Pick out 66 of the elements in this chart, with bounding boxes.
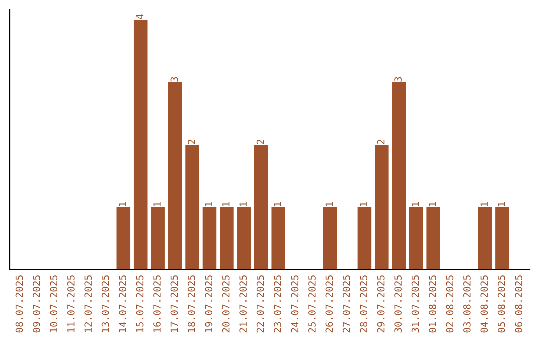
x-tick-label: 22.07.2025 <box>256 276 264 333</box>
x-tick-label: 28.07.2025 <box>360 276 368 333</box>
x-tick-label: 01.08.2025 <box>429 276 436 333</box>
x-tick-label: 20.07.2025 <box>222 276 230 333</box>
data-label: 2 <box>377 140 385 144</box>
data-label: 1 <box>480 202 488 206</box>
x-tick-label: 25.07.2025 <box>308 276 316 333</box>
bar <box>202 208 217 270</box>
x-tick-label: 17.07.2025 <box>170 276 178 332</box>
bar <box>220 208 234 270</box>
bar <box>151 208 165 270</box>
data-label: 2 <box>256 140 264 144</box>
bar <box>496 208 510 270</box>
data-label: 1 <box>360 202 368 206</box>
data-label: 3 <box>170 77 178 82</box>
x-tick-label: 04.08.2025 <box>480 276 488 333</box>
x-tick-label: 12.07.2025 <box>84 276 92 332</box>
x-tick-label: 14.07.2025 <box>119 276 126 332</box>
x-tick-label: 27.07.2025 <box>342 276 350 333</box>
bar <box>358 208 372 270</box>
x-tick-label: 11.07.2025 <box>67 276 75 332</box>
bar <box>116 208 131 270</box>
x-tick-label: 24.07.2025 <box>291 276 299 333</box>
x-tick-label: 08.07.2025 <box>16 276 24 333</box>
data-label: 1 <box>326 202 333 206</box>
data-label: 1 <box>498 202 506 206</box>
x-tick-label: 30.07.2025 <box>394 276 402 333</box>
x-tick-label: 09.07.2025 <box>33 276 40 333</box>
bar <box>409 208 424 270</box>
bar <box>323 208 338 270</box>
x-tick-label: 03.08.2025 <box>464 276 471 333</box>
bar <box>426 208 440 270</box>
data-label: 1 <box>274 202 282 206</box>
x-tick-label: 02.08.2025 <box>446 276 454 333</box>
bar <box>237 208 252 270</box>
bar <box>272 208 286 270</box>
data-label: 1 <box>222 202 230 206</box>
x-tick-label: 26.07.2025 <box>326 276 334 333</box>
bar <box>134 20 148 270</box>
bar <box>478 208 492 270</box>
data-label: 1 <box>412 202 420 206</box>
x-tick-label: 19.07.2025 <box>205 276 213 332</box>
data-label: 1 <box>205 202 212 206</box>
x-tick-label: 05.08.2025 <box>498 276 506 333</box>
x-tick-label: 29.07.2025 <box>377 276 385 333</box>
data-label: 1 <box>154 202 161 206</box>
bar <box>186 145 200 270</box>
data-label: 3 <box>394 77 402 82</box>
x-tick-label: 31.07.2025 <box>412 276 420 333</box>
x-tick-label: 23.07.2025 <box>274 276 282 333</box>
x-tick-label: 10.07.2025 <box>50 276 58 332</box>
data-label: 1 <box>429 202 436 206</box>
x-tick-label: 18.07.2025 <box>188 276 196 332</box>
data-label: 2 <box>188 140 196 144</box>
x-tick-label: 13.07.2025 <box>102 276 110 332</box>
data-label: 1 <box>119 202 126 206</box>
bar <box>168 82 182 270</box>
data-label: 1 <box>240 202 247 206</box>
data-label: 4 <box>136 14 144 20</box>
x-tick-label: 06.08.2025 <box>515 276 523 333</box>
x-tick-label: 16.07.2025 <box>154 276 161 332</box>
x-tick-label: 21.07.2025 <box>240 276 248 333</box>
bar <box>392 82 406 270</box>
x-tick-label: 15.07.2025 <box>136 276 144 332</box>
bar <box>375 145 389 270</box>
bar <box>254 145 268 270</box>
